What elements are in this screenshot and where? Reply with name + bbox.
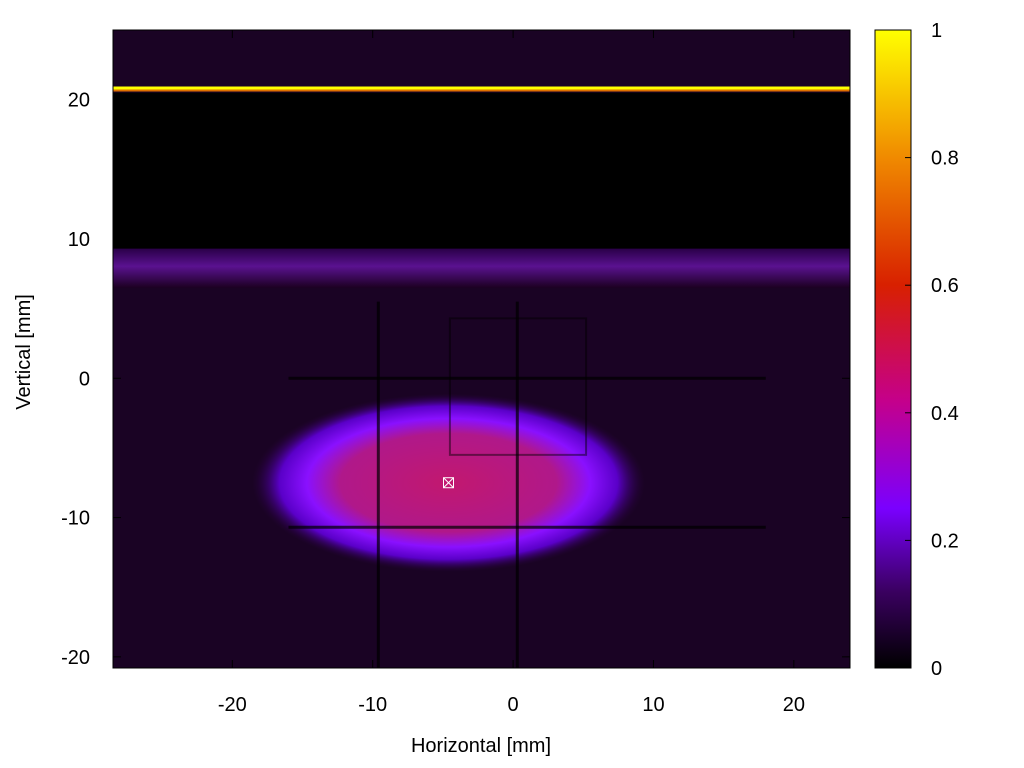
bright-stripe-edge: [113, 89, 850, 92]
colorbar-tick-label: 0.8: [931, 148, 959, 170]
colorbar-tick-label: 0.6: [931, 275, 959, 297]
heatmap-image: [113, 30, 850, 668]
x-tick-label: 20: [783, 694, 805, 716]
y-tick-label: 20: [68, 90, 90, 112]
y-tick-label: 10: [68, 229, 90, 251]
colorbar: [874, 29, 912, 669]
colorbar-tick-label: 0: [931, 658, 942, 680]
y-tick-label: -20: [61, 647, 90, 669]
marker-box: [443, 477, 455, 489]
dark-band: [113, 92, 850, 249]
y-tick-label: -10: [61, 508, 90, 530]
marker-cross: [443, 477, 454, 489]
x-axis: -20 -10 0 10 20: [218, 30, 805, 716]
y-axis: -20 -10 0 10 20: [61, 90, 850, 669]
bright-stripe: [113, 86, 850, 90]
colorbar-tick-label: 0.4: [931, 403, 959, 425]
plot-frame: [112, 29, 851, 669]
x-tick-label: 10: [642, 694, 664, 716]
x-axis-label: Horizontal [mm]: [411, 735, 551, 757]
y-tick-label: 0: [79, 368, 90, 390]
x-tick-label: 0: [508, 694, 519, 716]
glow-band: [113, 248, 850, 288]
colorbar-axis: 0 0.2 0.4 0.6 0.8 1: [905, 20, 959, 680]
x-tick-label: -20: [218, 694, 247, 716]
x-tick-label: -10: [358, 694, 387, 716]
y-axis-label: Vertical [mm]: [13, 294, 35, 410]
colorbar-tick-label: 1: [931, 20, 942, 42]
colorbar-tick-label: 0.2: [931, 530, 959, 552]
